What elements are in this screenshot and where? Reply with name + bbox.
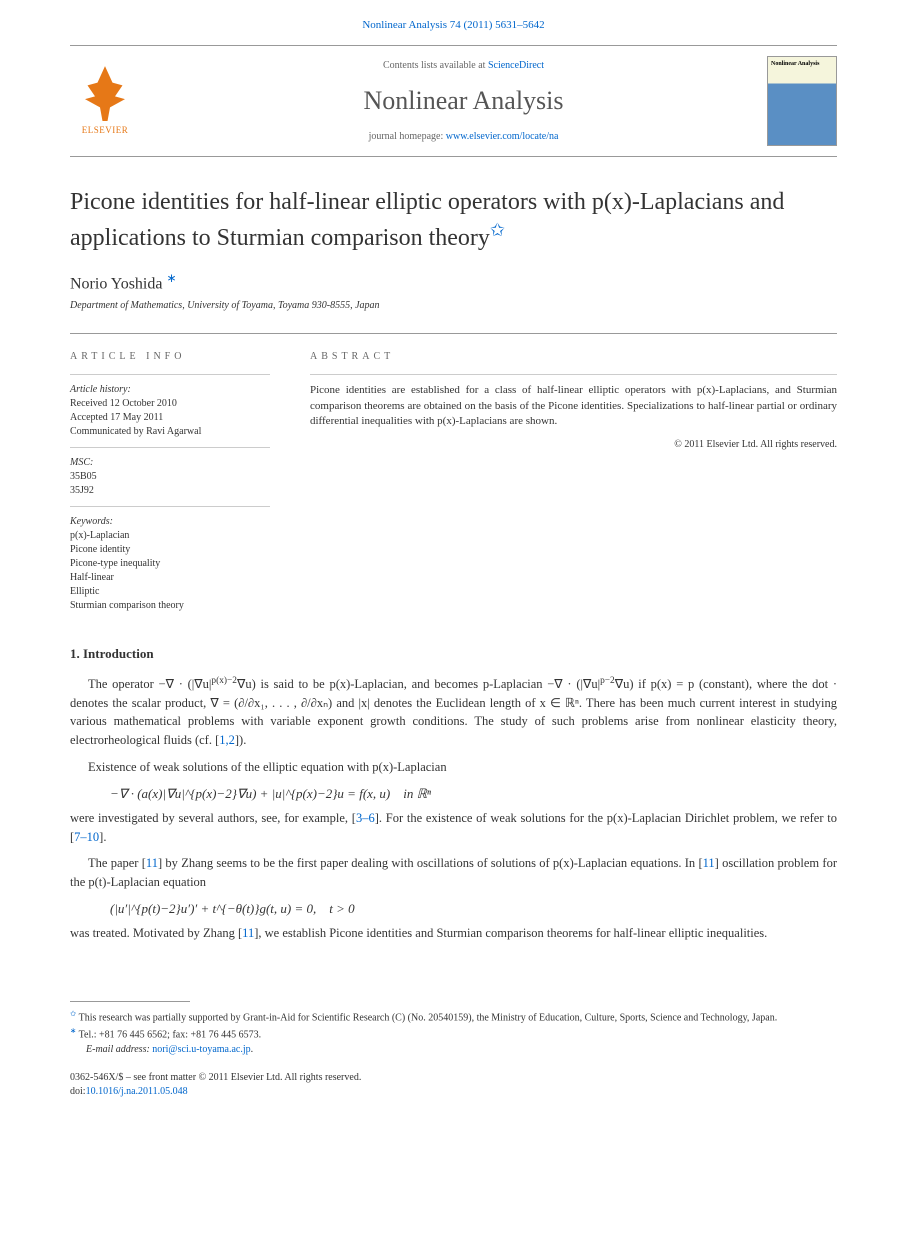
footnote-funding: ✩ This research was partially supported … [70,1008,837,1025]
abstract-copyright: © 2011 Elsevier Ltd. All rights reserved… [310,438,837,452]
p1-b: ∇u) is said to be p(x)-Laplacian, and be… [237,677,600,691]
doi-link[interactable]: 10.1016/j.na.2011.05.048 [86,1086,188,1097]
keyword-1: p(x)-Laplacian [70,529,270,543]
history-section: Article history: Received 12 October 201… [70,374,270,447]
equation-2: (|u′|^{p(t)−2}u′)′ + t^{−θ(t)}g(t, u) = … [110,900,837,918]
elsevier-tree-icon [80,66,130,121]
abstract-column: ABSTRACT Picone identities are establish… [310,350,837,621]
msc-section: MSC: 35B05 35J92 [70,447,270,506]
p3-c: ]. [99,830,106,844]
intro-para-2: Existence of weak solutions of the ellip… [70,758,837,777]
keywords-label: Keywords: [70,515,270,529]
email-link[interactable]: nori@sci.u-toyama.ac.jp [152,1044,250,1055]
abstract-text: Picone identities are established for a … [310,374,837,429]
ref-7-10[interactable]: 7–10 [74,830,99,844]
homepage-line: journal homepage: www.elsevier.com/locat… [160,130,767,144]
keyword-6: Sturmian comparison theory [70,599,270,613]
ref-11a[interactable]: 11 [146,856,158,870]
section-1-heading: 1. Introduction [70,645,837,663]
email-label: E-mail address: [86,1044,152,1055]
msc-label: MSC: [70,456,270,470]
front-matter-line: 0362-546X/$ – see front matter © 2011 El… [70,1071,837,1085]
funding-marker: ✩ [70,1009,76,1018]
sciencedirect-link[interactable]: ScienceDirect [488,60,544,71]
elsevier-logo[interactable]: ELSEVIER [70,61,140,141]
communicated-by: Communicated by Ravi Agarwal [70,425,270,439]
header-box: ELSEVIER Contents lists available at Sci… [70,45,837,157]
fn1-text: This research was partially supported by… [79,1012,778,1023]
exp-2: p−2 [600,676,615,686]
info-abstract-row: ARTICLE INFO Article history: Received 1… [70,333,837,621]
footnote-email: E-mail address: nori@sci.u-toyama.ac.jp. [70,1042,837,1057]
footnote-contact: ∗ Tel.: +81 76 445 6562; fax: +81 76 445… [70,1025,837,1042]
intro-para-3: were investigated by several authors, se… [70,809,837,847]
affiliation: Department of Mathematics, University of… [70,299,837,313]
history-label: Article history: [70,383,270,397]
main-content: Picone identities for half-linear ellipt… [0,157,907,970]
keyword-4: Half-linear [70,571,270,585]
msc-code-1: 35B05 [70,470,270,484]
equation-1: −∇ · (a(x)|∇u|^{p(x)−2}∇u) + |u|^{p(x)−2… [110,785,837,803]
author-name: Norio Yoshida ∗ [70,270,837,296]
ref-11c[interactable]: 11 [242,926,254,940]
intro-para-1: The operator −∇ · (|∇u|p(x)−2∇u) is said… [70,674,837,750]
homepage-prefix: journal homepage: [369,131,446,142]
intro-para-5: was treated. Motivated by Zhang [11], we… [70,924,837,943]
abstract-heading: ABSTRACT [310,350,837,364]
header-citation: Nonlinear Analysis 74 (2011) 5631–5642 [0,0,907,45]
title-footnote-marker[interactable]: ✩ [490,220,505,240]
doi-line: doi:10.1016/j.na.2011.05.048 [70,1085,837,1099]
info-heading: ARTICLE INFO [70,350,270,364]
ref-1-2[interactable]: 1,2 [219,733,235,747]
footnotes: ✩ This research was partially supported … [0,1008,907,1058]
keyword-5: Elliptic [70,585,270,599]
p4-b: ] by Zhang seems to be the first paper d… [158,856,703,870]
title-text: Picone identities for half-linear ellipt… [70,189,784,250]
p3-a: were investigated by several authors, se… [70,811,356,825]
received-date: Received 12 October 2010 [70,397,270,411]
homepage-link[interactable]: www.elsevier.com/locate/na [446,131,559,142]
p1-a: The operator −∇ · (|∇u| [88,677,211,691]
p5-b: ], we establish Picone identities and St… [254,926,767,940]
intro-para-4: The paper [11] by Zhang seems to be the … [70,854,837,892]
ref-11b[interactable]: 11 [703,856,715,870]
p1-d: ]). [235,733,246,747]
keywords-section: Keywords: p(x)-Laplacian Picone identity… [70,506,270,621]
accepted-date: Accepted 17 May 2011 [70,411,270,425]
journal-name: Nonlinear Analysis [160,83,767,119]
doi-label: doi: [70,1086,86,1097]
article-info-column: ARTICLE INFO Article history: Received 1… [70,350,270,621]
contents-line: Contents lists available at ScienceDirec… [160,59,767,73]
contact-marker: ∗ [70,1026,76,1035]
keyword-3: Picone-type inequality [70,557,270,571]
fn2-tel: Tel.: +81 76 445 6562; fax: +81 76 445 6… [79,1029,262,1040]
footnote-separator [70,1001,190,1002]
page-footer: 0362-546X/$ – see front matter © 2011 El… [0,1057,907,1119]
corresponding-author-marker[interactable]: ∗ [166,271,176,285]
author-text: Norio Yoshida [70,275,162,292]
contents-prefix: Contents lists available at [383,60,488,71]
header-center: Contents lists available at ScienceDirec… [160,59,767,143]
ref-3-6[interactable]: 3–6 [356,811,375,825]
p5-a: was treated. Motivated by Zhang [ [70,926,242,940]
msc-code-2: 35J92 [70,484,270,498]
article-title: Picone identities for half-linear ellipt… [70,187,837,253]
publisher-name: ELSEVIER [82,124,129,137]
keyword-2: Picone identity [70,543,270,557]
journal-cover-thumbnail[interactable] [767,56,837,146]
p4-a: The paper [ [88,856,146,870]
exp-1: p(x)−2 [211,676,237,686]
